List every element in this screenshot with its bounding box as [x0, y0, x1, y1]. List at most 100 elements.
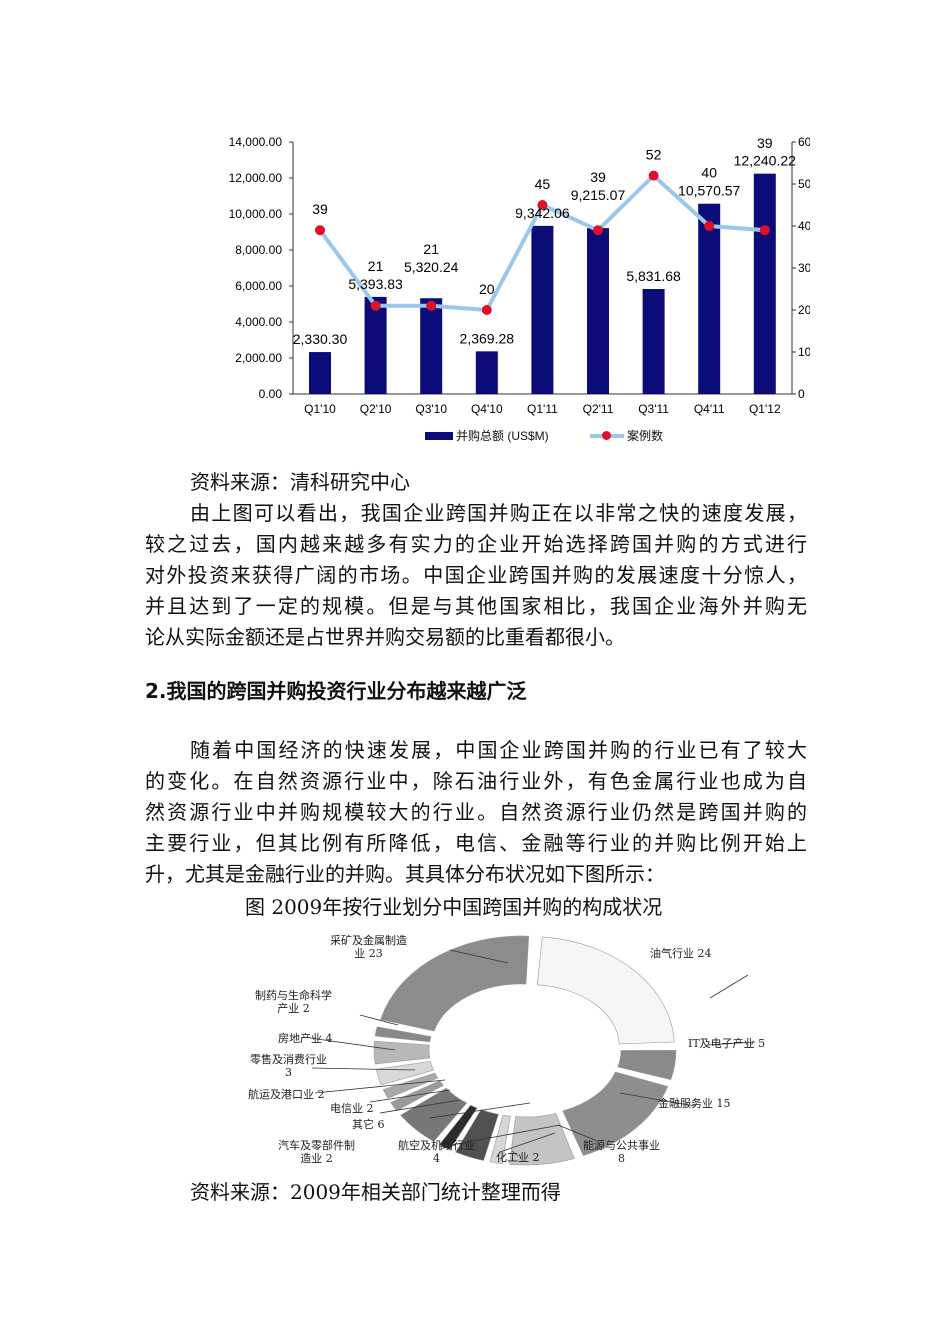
count-point [315, 225, 325, 236]
left-tick-label: 6,000.00 [235, 279, 282, 293]
slice-label: 能源与公共事业 8 [583, 1139, 660, 1165]
slice-label-line: 金融服务业 15 [658, 1097, 731, 1110]
count-point [537, 200, 548, 210]
x-tick-label: Q4'11 [694, 402, 725, 416]
bar-value-label: 9,342.06 [515, 205, 570, 221]
donut-slice [375, 1061, 434, 1086]
leader-line [429, 1102, 531, 1119]
left-tick-label: 10,000.00 [229, 207, 283, 221]
count-point [481, 305, 492, 315]
leader-line [439, 1124, 561, 1148]
leader-line [369, 1089, 451, 1103]
donut-slice [438, 1104, 478, 1151]
left-tick-label: 12,000.00 [229, 171, 283, 185]
legend-bar-swatch [425, 432, 453, 440]
leader-line [314, 1079, 446, 1094]
bar [475, 351, 498, 394]
text-line: 由上图可以看出，我国企业跨国并购正在以非常之快的速度发展， [190, 501, 807, 525]
x-tick-label: Q2'10 [360, 402, 392, 416]
text-line: 主要行业，但其比例有所降低，电信、金融等行业的并购比例开始上 [145, 831, 807, 855]
leader-line [311, 1067, 416, 1071]
x-tick-label: Q3'10 [415, 402, 447, 416]
slice-label: 化工业 2 [496, 1151, 540, 1164]
left-tick-label: 2,000.00 [235, 351, 282, 365]
slice-label-line: 油气行业 24 [650, 947, 712, 960]
bar [642, 289, 665, 394]
leader-line [557, 1124, 596, 1141]
x-tick-label: Q2'11 [583, 402, 614, 416]
bar-value-label: 5,831.68 [626, 268, 681, 284]
donut-slice [537, 936, 675, 1045]
leader-line [379, 1099, 461, 1114]
right-tick-label: 20 [798, 303, 810, 317]
leader-line [499, 1132, 556, 1153]
count-value-label: 40 [701, 165, 717, 181]
count-point [593, 225, 603, 236]
leader-line [709, 974, 749, 999]
bar [531, 225, 554, 394]
text-line: 对外投资来获得广阔的市场。中国企业跨国并购的发展速度十分惊人， [145, 563, 807, 587]
right-tick-label: 40 [798, 219, 810, 233]
slice-label-line: 3 [285, 1066, 292, 1079]
count-point [370, 300, 381, 311]
bar-value-label: 5,393.83 [348, 276, 403, 292]
right-tick-label: 0 [798, 387, 805, 401]
donut-slice [382, 1072, 439, 1099]
slice-label-line: 汽车及零部件制 [278, 1139, 355, 1152]
slice-label-line: 8 [618, 1152, 625, 1165]
leader-line [511, 1150, 519, 1157]
source-note-2: 资料来源：2009年相关部门统计整理而得 [190, 1180, 561, 1204]
text-line: 较之过去，国内越来越多有实力的企业开始选择跨国并购的方式进行 [145, 532, 807, 556]
right-tick-label: 60 [798, 135, 810, 149]
slice-label: 汽车及零部件制 造业 2 [278, 1139, 355, 1165]
count-value-label: 21 [368, 258, 384, 274]
bar [364, 296, 387, 394]
text-line: 并且达到了一定的规模。但是与其他国家相比，我国企业海外并购无 [145, 594, 807, 618]
text-line: 随着中国经济的快速发展，中国企业跨国并购的行业已有了较大 [190, 738, 807, 762]
count-value-label: 20 [479, 281, 495, 297]
slice-label: 航运及港口业 2 [248, 1088, 325, 1101]
left-tick-label: 14,000.00 [229, 135, 283, 149]
legend-bar-label: 并购总额 (US$M) [456, 429, 549, 443]
bar-value-label: 9,215.07 [571, 187, 626, 203]
leader-line [449, 949, 509, 964]
leader-line [707, 1041, 756, 1046]
slice-label-line: 能源与公共事业 [583, 1139, 660, 1152]
text-line: 论从实际金额还是占世界并购交易额的比重看都很小。 [145, 625, 625, 649]
slice-label-line: 4 [433, 1152, 440, 1165]
slice-label: 电信业 2 [330, 1102, 374, 1115]
bar [753, 173, 776, 394]
left-tick-label: 0.00 [259, 387, 283, 401]
slice-label-line: 其它 6 [352, 1118, 385, 1131]
count-point [759, 225, 770, 236]
bar-value-label: 2,369.28 [460, 330, 515, 346]
left-tick-label: 4,000.00 [235, 315, 282, 329]
text-line: 然资源行业中并购规模较大的行业。自然资源行业仍然是跨国并购的 [145, 800, 807, 824]
count-value-label: 39 [590, 169, 606, 185]
slice-label: 房地产业 4 [278, 1032, 333, 1045]
donut-slice [374, 1026, 432, 1043]
figure-caption: 图 2009年按行业划分中国跨国并购的构成状况 [245, 895, 663, 919]
bar [420, 298, 443, 394]
slice-label-line: 航空及机场行业 [398, 1139, 475, 1152]
donut-chart [309, 935, 756, 1166]
donut-slice [380, 935, 530, 1032]
count-value-label: 45 [535, 176, 551, 192]
x-tick-label: Q1'12 [749, 402, 781, 416]
slice-label-line: 房地产业 4 [278, 1032, 333, 1045]
slice-label-line: 业 23 [354, 947, 383, 960]
count-point [648, 170, 659, 181]
right-tick-label: 30 [798, 261, 810, 275]
count-point [426, 300, 437, 311]
donut-slice [455, 1109, 499, 1161]
text-line: 的变化。在自然资源行业中，除石油行业外，有色金属行业也成为自 [145, 769, 807, 793]
slice-label: 航空及机场行业 4 [398, 1139, 475, 1165]
bar [698, 203, 721, 394]
slice-label-line: 采矿及金属制造 [330, 934, 407, 947]
leader-line [359, 1014, 399, 1026]
bar [309, 352, 331, 394]
slice-label-line: 制药与生命科学 [255, 989, 332, 1002]
slice-label-line: 化工业 2 [496, 1151, 540, 1164]
slice-label-line: 零售及消费行业 [250, 1053, 327, 1066]
donut-slice [617, 1049, 677, 1080]
